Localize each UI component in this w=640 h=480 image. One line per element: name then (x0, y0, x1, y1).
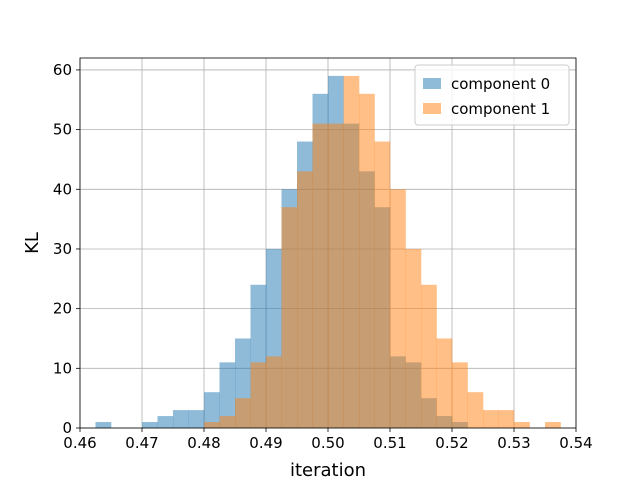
y-tick-label: 0 (62, 419, 72, 437)
histogram-bar (436, 338, 453, 428)
histogram-bar (235, 398, 251, 428)
histogram-bar (452, 362, 468, 428)
x-tick-label: 0.54 (559, 434, 592, 452)
x-tick-label: 0.51 (373, 434, 406, 452)
histogram-bar (498, 410, 515, 428)
y-tick-label: 20 (53, 300, 72, 318)
x-tick-label: 0.53 (497, 434, 530, 452)
histogram-bar (312, 123, 329, 428)
histogram-bar (483, 410, 499, 428)
legend-swatch (423, 103, 441, 114)
histogram-bar (266, 356, 282, 428)
legend: component 0 component 1 (414, 64, 570, 126)
legend-box (414, 64, 570, 126)
y-axis-ticks: 0 10 20 30 40 50 60 (53, 61, 80, 437)
histogram-bar (281, 207, 298, 428)
x-tick-label: 0.46 (63, 434, 96, 452)
x-tick-label: 0.49 (249, 434, 282, 452)
x-tick-label: 0.47 (125, 434, 158, 452)
x-tick-label: 0.48 (187, 434, 220, 452)
histogram-bar (328, 123, 344, 428)
y-tick-label: 30 (53, 240, 72, 258)
histogram-bar (374, 141, 391, 428)
histogram-bar (219, 362, 236, 428)
y-tick-label: 40 (53, 180, 72, 198)
histogram-bar (405, 248, 422, 428)
histogram-bar (421, 284, 437, 428)
y-axis-label: KL (22, 232, 43, 254)
legend-swatch (423, 78, 441, 89)
legend-label: component 0 (451, 75, 550, 93)
x-axis-label: iteration (290, 460, 366, 480)
y-tick-label: 60 (53, 61, 72, 79)
x-tick-label: 0.52 (435, 434, 468, 452)
histogram-bar (173, 410, 189, 428)
histogram-bar (157, 416, 174, 428)
histogram-bar (142, 422, 158, 428)
histogram-bar (390, 189, 406, 428)
histogram-bar (359, 93, 375, 428)
histogram-bar (514, 422, 530, 428)
histogram-bar (297, 171, 313, 429)
histogram-bar (219, 416, 236, 428)
histogram-bar (204, 392, 220, 428)
y-tick-label: 50 (53, 121, 72, 139)
legend-label: component 1 (451, 100, 550, 118)
histogram-bar (204, 422, 220, 428)
histogram-bar (95, 422, 112, 428)
x-axis-ticks: 0.46 0.47 0.48 0.49 0.50 0.51 0.52 0.53 0.54 (63, 428, 593, 452)
histogram-bar (545, 422, 561, 428)
histogram-bar (188, 410, 205, 428)
y-tick-label: 10 (53, 359, 72, 377)
histogram-bars (95, 75, 561, 429)
x-tick-label: 0.50 (311, 434, 344, 452)
histogram-bar (467, 392, 484, 428)
histogram-bar (343, 75, 360, 428)
histogram-bar (250, 362, 267, 428)
series-1-bars (204, 75, 561, 429)
